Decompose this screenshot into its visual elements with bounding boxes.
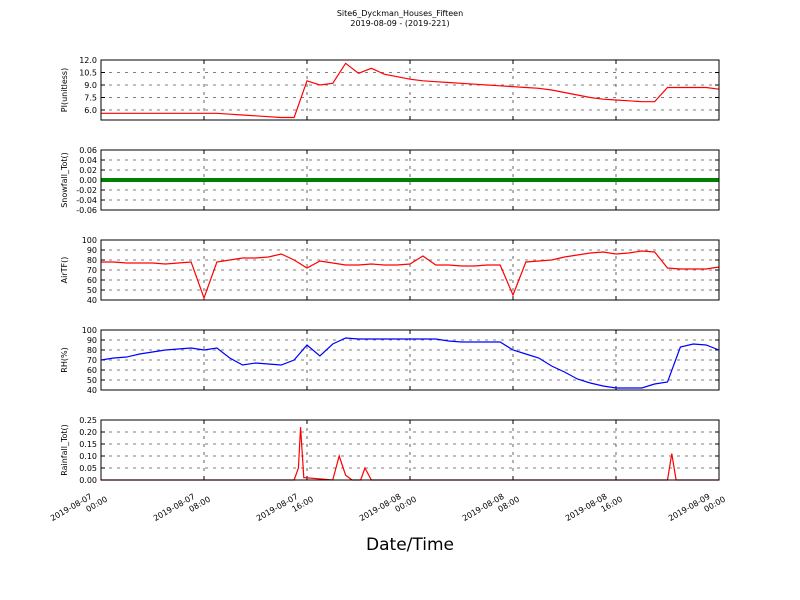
y-tick-label: 40 bbox=[87, 386, 97, 395]
data-line bbox=[101, 250, 720, 300]
plot-frame bbox=[100, 329, 720, 391]
y-tick-label: 80 bbox=[87, 256, 97, 265]
y-tick-label: 0.15 bbox=[79, 440, 97, 449]
y-tick-label: 0.25 bbox=[79, 416, 97, 425]
y-tick-label: 12.0 bbox=[79, 56, 97, 65]
y-tick-label: 50 bbox=[87, 376, 97, 385]
y-tick-label: 70 bbox=[87, 356, 97, 365]
y-tick-label: 6.0 bbox=[84, 106, 97, 115]
y-tick-label: 60 bbox=[87, 366, 97, 375]
x-axis-label: Date/Time bbox=[366, 535, 454, 555]
y-tick-label: 90 bbox=[87, 246, 97, 255]
y-tick-label: 100 bbox=[82, 236, 97, 245]
y-axis-label: Rainfall_Tot() bbox=[60, 424, 69, 476]
x-tick-label: 2019-08-0716:00 bbox=[255, 486, 315, 532]
y-tick-label: 80 bbox=[87, 346, 97, 355]
y-tick-label: 0.02 bbox=[79, 166, 97, 175]
y-tick-label: 0.00 bbox=[79, 476, 97, 485]
data-line bbox=[101, 62, 720, 119]
y-axis-label: Snowfall_Tot() bbox=[60, 152, 69, 208]
x-tick-label: 2019-08-0900:00 bbox=[667, 486, 727, 532]
x-tick-label: 2019-08-0800:00 bbox=[358, 486, 418, 532]
y-axis-label: AirTF() bbox=[60, 257, 69, 284]
y-tick-label: 100 bbox=[82, 326, 97, 335]
y-tick-label: 0.04 bbox=[79, 156, 97, 165]
plot-frame bbox=[100, 59, 720, 121]
y-tick-label: 10.5 bbox=[79, 69, 97, 78]
y-tick-label: 7.5 bbox=[84, 94, 97, 103]
x-tick-label: 2019-08-0700:00 bbox=[49, 486, 109, 532]
y-axis-label: PI(unitless) bbox=[60, 68, 69, 112]
x-tick-label: 2019-08-0708:00 bbox=[152, 486, 212, 532]
y-tick-label: 70 bbox=[87, 266, 97, 275]
y-axis-label: RH(%) bbox=[60, 347, 69, 372]
plot-frame bbox=[100, 419, 720, 481]
plot-frame bbox=[100, 239, 720, 301]
x-tick-label: 2019-08-0808:00 bbox=[461, 486, 521, 532]
y-tick-label: -0.06 bbox=[76, 206, 97, 215]
data-line bbox=[101, 427, 719, 481]
y-tick-label: 0.10 bbox=[79, 452, 97, 461]
y-tick-label: 0.00 bbox=[79, 176, 97, 185]
chart-title: Site6_Dyckman_Houses_Fifteen bbox=[337, 9, 463, 18]
y-tick-label: -0.04 bbox=[76, 196, 97, 205]
y-tick-label: 0.20 bbox=[79, 428, 97, 437]
y-tick-label: 40 bbox=[87, 296, 97, 305]
y-tick-label: -0.02 bbox=[76, 186, 97, 195]
y-tick-label: 50 bbox=[87, 286, 97, 295]
data-line bbox=[100, 337, 720, 389]
x-tick-label: 2019-08-0816:00 bbox=[564, 486, 624, 532]
y-tick-label: 0.05 bbox=[79, 464, 97, 473]
chart-subtitle: 2019-08-09 - (2019-221) bbox=[350, 19, 449, 28]
y-tick-label: 90 bbox=[87, 336, 97, 345]
plot-frame bbox=[100, 149, 720, 211]
y-tick-label: 0.06 bbox=[79, 146, 97, 155]
y-tick-label: 60 bbox=[87, 276, 97, 285]
y-tick-label: 9.0 bbox=[84, 81, 97, 90]
